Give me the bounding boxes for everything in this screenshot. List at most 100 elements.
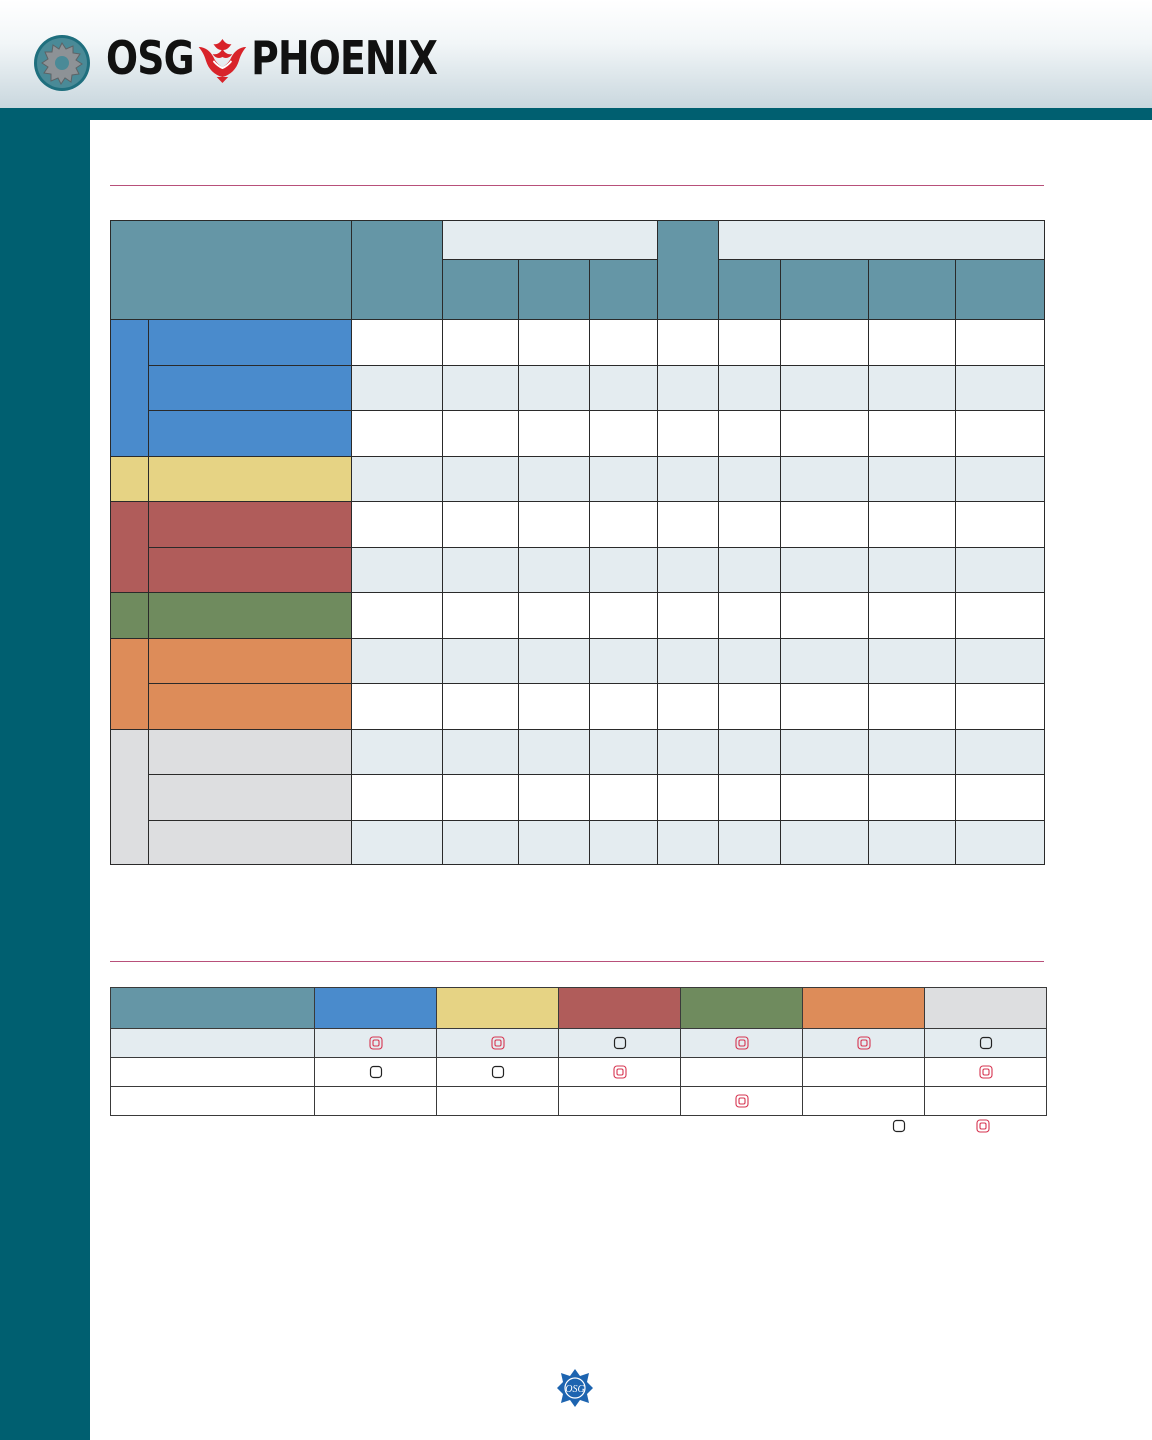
recommended-symbol-icon — [612, 1065, 627, 1079]
recommended-symbol-icon — [976, 1119, 990, 1133]
header-cell-b2 — [518, 259, 590, 320]
group-tab-green — [110, 592, 149, 639]
symbol-cell — [558, 1028, 681, 1058]
symbol-cell — [314, 1028, 437, 1058]
gear-icon — [34, 35, 90, 91]
material-cell — [148, 683, 352, 730]
header-red-cell — [558, 987, 681, 1029]
header-group-b — [441, 220, 659, 260]
material-cell — [148, 820, 352, 865]
material-cell — [148, 729, 352, 775]
osg-logo-icon: OSG — [557, 1369, 593, 1407]
suitable-symbol-icon — [613, 1036, 626, 1049]
header-cell-a — [351, 220, 443, 320]
brand-logo: OSG PHOENIX — [106, 30, 438, 86]
material-cell — [148, 410, 352, 457]
header-blue-cell — [314, 987, 437, 1029]
recommended-symbol-icon — [856, 1036, 871, 1050]
group-tab-gray — [110, 729, 149, 865]
group-tab-yellow — [110, 456, 149, 502]
material-cell — [148, 501, 352, 548]
symbol-cell — [558, 1057, 681, 1087]
header-cell-material — [110, 220, 352, 320]
symbol-cell — [924, 1086, 1047, 1116]
table-row — [111, 365, 1046, 411]
table-row — [111, 410, 1046, 457]
symbol-cell — [802, 1057, 925, 1087]
header-yellow-cell — [436, 987, 559, 1029]
osg-logo-text: OSG — [565, 1384, 584, 1395]
applicability-row — [110, 1028, 1047, 1058]
brand-left-text: OSG — [106, 31, 195, 85]
material-cell — [148, 638, 352, 684]
table-row — [111, 774, 1046, 821]
symbol-cell — [680, 1057, 803, 1087]
header-bar — [0, 108, 1152, 120]
suitable-symbol-icon — [892, 1119, 906, 1133]
symbol-cell — [680, 1086, 803, 1116]
group-tab-red — [110, 501, 149, 593]
recommended-symbol-icon — [978, 1065, 993, 1079]
table-row — [110, 456, 1046, 502]
material-cell — [148, 547, 352, 593]
applicability-header-row — [110, 987, 1047, 1029]
symbol-cell — [802, 1028, 925, 1058]
row-label — [110, 1028, 315, 1058]
row-label — [110, 1086, 315, 1116]
suitable-symbol-icon — [979, 1036, 992, 1049]
applicability-row — [110, 1057, 1047, 1087]
recommended-symbol-icon — [490, 1036, 505, 1050]
group-tab-blue — [110, 319, 149, 457]
symbol-cell — [558, 1086, 681, 1116]
symbol-cell — [314, 1057, 437, 1087]
header-orange-cell — [802, 987, 925, 1029]
recommended-symbol-icon — [734, 1094, 749, 1108]
recommended-symbol-icon — [734, 1036, 749, 1050]
header-cell-d1 — [718, 259, 782, 320]
table-row — [111, 683, 1046, 730]
symbol-cell — [924, 1057, 1047, 1087]
section-rule-1 — [110, 185, 1044, 186]
header-cell-b3 — [588, 259, 659, 320]
recommended-symbol-icon — [368, 1036, 383, 1050]
side-bar — [0, 120, 90, 1440]
symbol-cell — [924, 1028, 1047, 1058]
group-tab-orange — [110, 638, 149, 730]
header-group-d — [718, 220, 1046, 260]
symbol-cell — [314, 1086, 437, 1116]
header-gray-cell — [924, 987, 1047, 1029]
material-cell — [148, 365, 352, 411]
legend-recommended-symbol — [976, 1116, 990, 1136]
material-cell — [148, 319, 352, 366]
table-row — [111, 820, 1046, 865]
row-label — [110, 1057, 315, 1087]
symbol-cell — [802, 1086, 925, 1116]
symbol-cell — [436, 1057, 559, 1087]
symbol-cell — [436, 1028, 559, 1058]
header-cell-b1 — [442, 259, 519, 320]
suitable-symbol-icon — [369, 1065, 382, 1078]
material-cell — [148, 592, 352, 639]
legend-suitable-symbol — [892, 1116, 906, 1136]
section-rule-2 — [110, 961, 1044, 962]
table-row — [110, 638, 1046, 730]
header-cell-d4 — [955, 259, 1046, 320]
header-cell-c — [657, 220, 720, 320]
material-cell — [148, 456, 352, 502]
header-cell-d2 — [780, 259, 870, 320]
material-cell — [148, 774, 352, 821]
symbol-cell — [680, 1028, 803, 1058]
symbol-cell — [436, 1086, 559, 1116]
table-row — [110, 319, 1046, 457]
table-row — [110, 729, 1046, 865]
applicability-table — [110, 987, 1047, 1116]
header-green-cell — [680, 987, 803, 1029]
phoenix-bird-icon — [198, 39, 247, 83]
applicability-row — [110, 1086, 1047, 1116]
suitable-symbol-icon — [491, 1065, 504, 1078]
table-row — [110, 592, 1046, 639]
specification-table — [110, 220, 1046, 865]
header-label-cell — [110, 987, 315, 1029]
table-row — [111, 547, 1046, 593]
header-cell-d3 — [868, 259, 957, 320]
